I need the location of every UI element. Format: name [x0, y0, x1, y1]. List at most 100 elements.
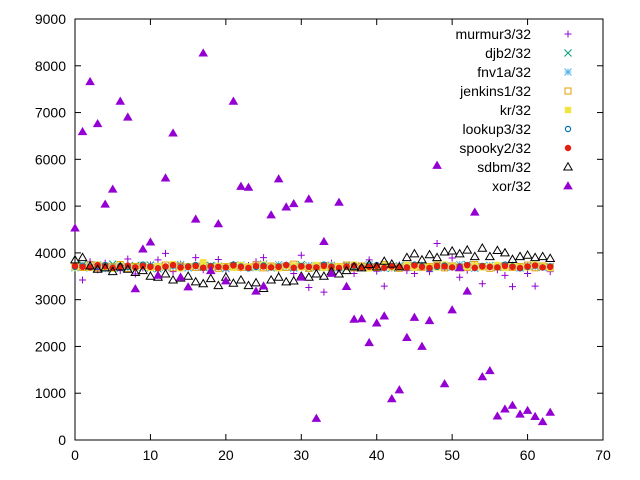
data-point-xor-32	[394, 385, 405, 394]
y-tick-label: 3000	[35, 292, 66, 308]
data-point-spooky2-32	[184, 263, 192, 271]
data-point-xor-32	[522, 405, 533, 414]
data-point-murmur3-32	[380, 282, 388, 290]
data-point-sdbm-32	[205, 273, 216, 283]
data-point-sdbm-32	[431, 252, 443, 262]
data-point-sdbm-32	[514, 251, 526, 261]
legend-marker-sdbm-32	[562, 161, 574, 171]
data-point-xor-32	[477, 372, 488, 381]
data-point-xor-32	[341, 281, 352, 290]
data-point-sdbm-32	[484, 251, 495, 261]
axis-ticks: 0 10 20 30 40 50 60 70 0 1000 2000 3000 4000 5000 6000…	[35, 11, 611, 463]
y-tick-label: 0	[58, 432, 66, 448]
data-point-sdbm-32	[92, 264, 103, 273]
legend-marker-djb2-32	[564, 49, 572, 57]
data-point-sdbm-32	[424, 249, 435, 259]
data-point-xor-32	[530, 411, 540, 421]
data-point-sdbm-32	[266, 274, 277, 284]
data-point-sdbm-32	[107, 266, 118, 276]
legend-label-sdbm-32: sdbm/32	[477, 159, 531, 175]
data-point-xor-32	[266, 210, 276, 219]
data-point-xor-32	[334, 197, 344, 206]
data-point-kr-32	[200, 259, 207, 266]
data-point-spooky2-32	[531, 262, 539, 269]
data-point-sdbm-32	[386, 258, 397, 268]
data-point-sdbm-32	[77, 252, 88, 262]
y-tick-label: 2000	[35, 338, 66, 354]
x-tick-label: 10	[143, 447, 159, 463]
data-point-murmur3-32	[531, 282, 539, 290]
data-point-sdbm-32	[394, 261, 405, 271]
data-point-spooky2-32	[418, 263, 426, 271]
legend-label-jenkins1-32: jenkins1/32	[459, 83, 531, 99]
data-point-xor-32	[175, 272, 186, 281]
data-point-xor-32	[100, 199, 110, 208]
data-point-murmur3-32	[410, 269, 418, 277]
data-point-xor-32	[107, 184, 118, 193]
data-point-xor-32	[469, 207, 480, 216]
data-point-xor-32	[545, 407, 555, 416]
data-point-murmur3-32	[478, 280, 486, 288]
data-point-sdbm-32	[85, 260, 96, 270]
data-point-sdbm-32	[122, 264, 133, 273]
data-point-xor-32	[364, 337, 374, 347]
data-point-spooky2-32	[486, 263, 494, 271]
data-point-sdbm-32	[356, 262, 367, 272]
data-point-spooky2-32	[298, 263, 305, 270]
data-point-spooky2-32	[230, 262, 237, 269]
legend-marker-jenkins1-32	[564, 87, 572, 95]
data-point-spooky2-32	[403, 264, 411, 271]
data-point-xor-32	[447, 305, 457, 314]
data-point-xor-32	[160, 173, 171, 182]
data-point-xor-32	[462, 286, 473, 295]
data-point-spooky2-32	[147, 263, 154, 271]
data-point-sdbm-32	[545, 253, 556, 263]
data-point-sdbm-32	[69, 254, 81, 264]
data-point-spooky2-32	[524, 263, 531, 270]
y-tick-label: 9000	[35, 11, 66, 27]
data-point-xor-32	[454, 263, 465, 272]
x-tick-label: 70	[595, 447, 611, 463]
data-point-sdbm-32	[530, 252, 541, 262]
data-point-spooky2-32	[305, 263, 313, 271]
data-point-spooky2-32	[237, 263, 245, 271]
data-point-xor-32	[273, 174, 284, 183]
data-point-sdbm-32	[250, 277, 262, 287]
legend-label-djb2-32: djb2/32	[485, 45, 531, 61]
data-point-sdbm-32	[190, 276, 201, 286]
data-point-spooky2-32	[313, 264, 320, 271]
data-point-xor-32	[236, 181, 246, 190]
data-point-sdbm-32	[401, 252, 412, 262]
data-point-spooky2-32	[200, 264, 207, 272]
data-point-xor-32	[379, 311, 390, 320]
y-tick-label: 8000	[35, 58, 66, 74]
data-point-sdbm-32	[499, 247, 511, 257]
x-tick-label: 50	[444, 447, 460, 463]
data-point-xor-32	[537, 416, 548, 426]
data-point-murmur3-32	[508, 283, 516, 291]
data-point-sdbm-32	[311, 268, 322, 278]
data-point-spooky2-32	[547, 263, 554, 271]
data-point-xor-32	[507, 400, 518, 409]
data-point-sdbm-32	[333, 268, 345, 278]
data-point-spooky2-32	[365, 263, 373, 271]
data-point-spooky2-32	[501, 262, 509, 270]
data-point-xor-32	[145, 237, 156, 246]
x-tick-label: 60	[520, 447, 536, 463]
legend-label-spooky2-32: spooky2/32	[459, 140, 531, 156]
data-point-spooky2-32	[464, 261, 471, 269]
series-xor-32	[70, 48, 555, 426]
legend-marker-fnv1a-32	[564, 68, 572, 76]
data-point-xor-32	[70, 223, 80, 232]
data-point-xor-32	[515, 409, 525, 418]
data-point-murmur3-32	[260, 254, 268, 262]
data-point-spooky2-32	[388, 263, 395, 270]
data-point-xor-32	[251, 286, 261, 295]
data-point-murmur3-32	[448, 254, 456, 262]
data-point-spooky2-32	[162, 263, 169, 270]
data-point-spooky2-32	[509, 263, 516, 271]
data-point-xor-32	[205, 265, 216, 275]
y-tick-label: 4000	[35, 245, 66, 261]
data-point-spooky2-32	[215, 263, 222, 271]
